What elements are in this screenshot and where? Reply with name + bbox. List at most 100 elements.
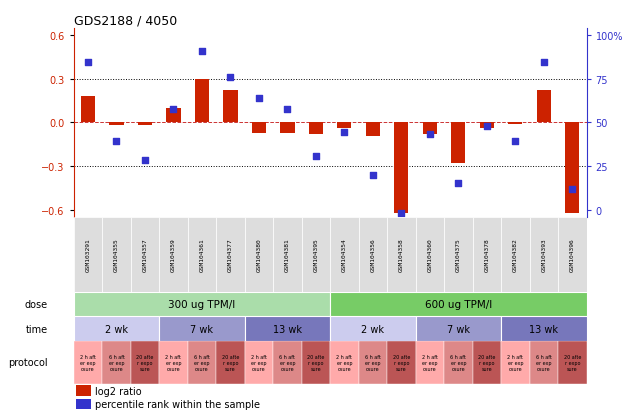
Text: 20 afte
r expo
sure: 20 afte r expo sure (478, 354, 495, 371)
Bar (472, 342, 501, 384)
Bar (302, 217, 330, 292)
Text: 6 h aft
er exp
osure: 6 h aft er exp osure (536, 354, 552, 371)
Bar (159, 217, 188, 292)
Bar (394, 123, 408, 213)
Text: 6 h aft
er exp
osure: 6 h aft er exp osure (451, 354, 466, 371)
Text: 2 wk: 2 wk (105, 324, 128, 334)
Text: GSM104361: GSM104361 (199, 238, 204, 271)
Bar (451, 123, 465, 164)
Bar (102, 217, 131, 292)
Text: GSM104357: GSM104357 (142, 238, 147, 271)
Text: 6 h aft
er exp
osure: 6 h aft er exp osure (194, 354, 210, 371)
Bar (81, 97, 95, 123)
Point (225, 75, 235, 81)
Bar (508, 123, 522, 125)
Bar (558, 217, 587, 292)
Bar (74, 317, 159, 342)
Bar (358, 217, 387, 292)
Text: GSM104395: GSM104395 (313, 238, 319, 271)
Text: 20 afte
r expo
sure: 20 afte r expo sure (137, 354, 154, 371)
Text: 6 h aft
er exp
osure: 6 h aft er exp osure (108, 354, 124, 371)
Text: 13 wk: 13 wk (273, 324, 302, 334)
Point (538, 59, 549, 66)
Bar (252, 123, 266, 133)
Text: GSM104356: GSM104356 (370, 238, 376, 271)
Text: percentile rank within the sample: percentile rank within the sample (96, 399, 260, 409)
Bar (166, 109, 181, 123)
Bar (387, 217, 415, 292)
Point (140, 158, 150, 164)
Point (282, 107, 292, 113)
Text: dose: dose (25, 299, 48, 309)
Bar (138, 123, 152, 126)
Bar (131, 217, 159, 292)
Text: protocol: protocol (8, 358, 48, 368)
Text: GSM104393: GSM104393 (541, 238, 546, 271)
Text: 20 afte
r expo
sure: 20 afte r expo sure (563, 354, 581, 371)
Text: 2 h aft
er exp
osure: 2 h aft er exp osure (337, 354, 353, 371)
Bar (159, 317, 245, 342)
Point (311, 154, 321, 160)
Bar (245, 342, 273, 384)
Point (169, 107, 179, 113)
Point (112, 139, 122, 145)
Text: time: time (26, 324, 48, 334)
Bar (529, 217, 558, 292)
Bar (415, 342, 444, 384)
Point (453, 180, 463, 187)
Text: 2 h aft
er exp
osure: 2 h aft er exp osure (251, 354, 267, 371)
Text: GSM104381: GSM104381 (285, 238, 290, 271)
Bar (216, 342, 245, 384)
Bar (565, 123, 579, 213)
Bar (273, 217, 302, 292)
Text: 7 wk: 7 wk (190, 324, 213, 334)
Text: 13 wk: 13 wk (529, 324, 558, 334)
Text: GSM103291: GSM103291 (85, 238, 90, 271)
Bar (330, 292, 587, 317)
Bar (537, 91, 551, 123)
Bar (74, 342, 102, 384)
Bar (358, 342, 387, 384)
Text: GSM104360: GSM104360 (428, 238, 432, 271)
Bar (245, 317, 330, 342)
Text: 2 h aft
er exp
osure: 2 h aft er exp osure (80, 354, 96, 371)
Bar (558, 342, 587, 384)
Bar (501, 317, 587, 342)
Point (396, 210, 406, 217)
Bar (472, 217, 501, 292)
Bar (501, 217, 529, 292)
Point (368, 173, 378, 179)
Text: 2 h aft
er exp
osure: 2 h aft er exp osure (165, 354, 181, 371)
Bar (216, 217, 245, 292)
Point (339, 129, 349, 136)
Bar (280, 123, 294, 133)
Text: 6 h aft
er exp
osure: 6 h aft er exp osure (365, 354, 381, 371)
Bar (444, 217, 472, 292)
Bar (309, 123, 323, 135)
Text: GSM104354: GSM104354 (342, 238, 347, 271)
Point (254, 95, 264, 102)
Point (83, 59, 93, 66)
Bar (76, 399, 90, 409)
Bar (422, 123, 437, 135)
Point (197, 48, 207, 55)
Bar (245, 217, 273, 292)
Text: 600 ug TPM/l: 600 ug TPM/l (425, 299, 492, 309)
Text: GSM104375: GSM104375 (456, 238, 461, 271)
Point (567, 186, 578, 192)
Bar (501, 342, 529, 384)
Text: GSM104377: GSM104377 (228, 238, 233, 271)
Bar (223, 91, 238, 123)
Text: GSM104355: GSM104355 (114, 238, 119, 271)
Bar (273, 342, 302, 384)
Bar (131, 342, 159, 384)
Text: GSM104396: GSM104396 (570, 238, 575, 271)
Bar (159, 342, 188, 384)
Bar (387, 342, 415, 384)
Text: GSM104382: GSM104382 (513, 238, 518, 271)
Bar (444, 342, 472, 384)
Point (425, 131, 435, 138)
Bar (330, 342, 358, 384)
Text: GDS2188 / 4050: GDS2188 / 4050 (74, 15, 177, 28)
Text: 2 wk: 2 wk (362, 324, 385, 334)
